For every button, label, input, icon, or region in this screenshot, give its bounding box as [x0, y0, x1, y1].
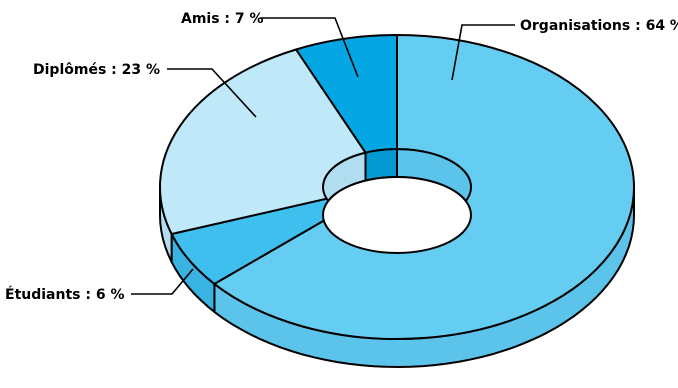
- slice-amis: [295, 34, 398, 154]
- donut-slices: [159, 34, 635, 340]
- leader-line-organisations: [451, 24, 515, 81]
- slice-label-amis: Amis : 7 %: [181, 11, 264, 27]
- label-etudiants: Étudiants : 6 %: [5, 268, 194, 303]
- label-amis: Amis : 7 %: [181, 11, 359, 78]
- label-organisations: Organisations : 64 %: [451, 18, 678, 81]
- slice-label-etudiants: Étudiants : 6 %: [5, 286, 124, 303]
- donut-hole: [322, 176, 472, 254]
- slice-diplomes: [159, 48, 367, 235]
- slice-organisations: [213, 34, 635, 340]
- leader-line-diplomes: [167, 68, 257, 118]
- slice-label-organisations: Organisations : 64 %: [520, 18, 678, 34]
- slice-inner-wall-amis: [364, 148, 398, 182]
- label-diplomes: Diplômés : 23 %: [33, 62, 257, 118]
- leader-line-etudiants: [131, 268, 194, 295]
- slice-label-diplomes: Diplômés : 23 %: [33, 62, 160, 78]
- leader-line-amis: [260, 17, 359, 78]
